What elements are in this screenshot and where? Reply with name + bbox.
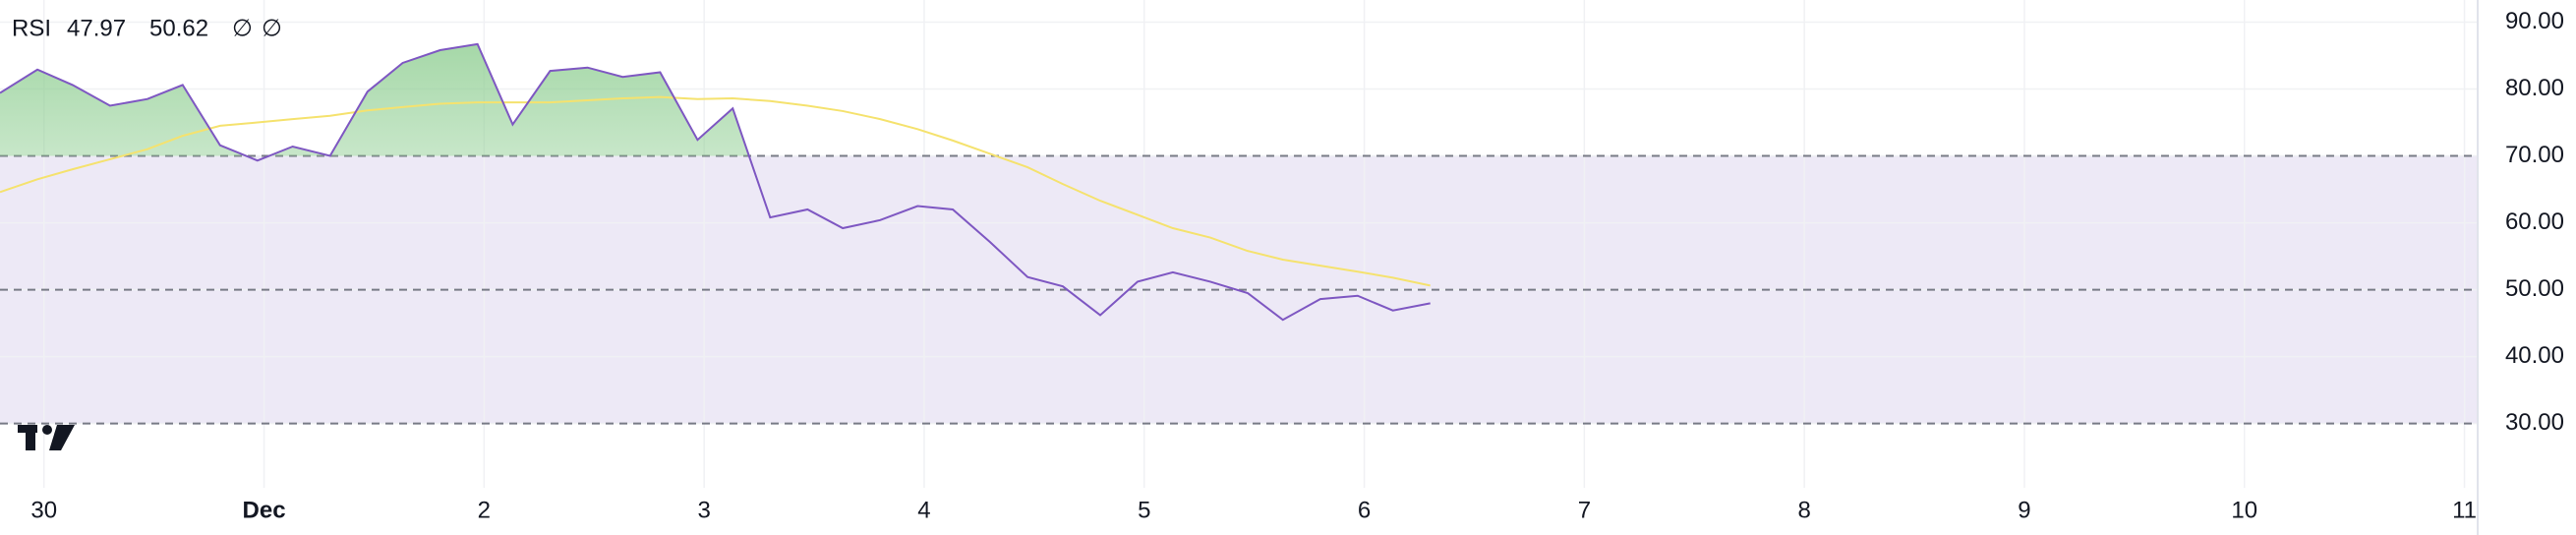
tradingview-logo: [18, 425, 75, 450]
legend-value: 50.62: [149, 15, 208, 41]
y-tick-label: 40.00: [2505, 342, 2564, 369]
legend-symbol: ∅: [232, 15, 253, 41]
x-tick-label: 3: [697, 497, 710, 523]
y-tick-label: 50.00: [2505, 275, 2564, 302]
x-tick-label: 6: [1358, 497, 1371, 523]
y-tick-label: 70.00: [2505, 142, 2564, 168]
indicator-name: RSI: [12, 15, 51, 41]
x-tick-label: 9: [2018, 497, 2030, 523]
y-tick-label: 80.00: [2505, 75, 2564, 101]
rsi-line: [0, 42, 1431, 322]
x-tick-label: Dec: [243, 497, 286, 523]
x-tick-label: 10: [2231, 497, 2257, 523]
x-tick-label: 8: [1797, 497, 1810, 523]
legend-value: 47.97: [67, 15, 126, 41]
x-tick-label: 30: [30, 497, 57, 523]
y-tick-label: 60.00: [2505, 208, 2564, 235]
x-tick-label: 4: [917, 497, 930, 523]
x-tick-label: 7: [1578, 497, 1591, 523]
rsi-ma-line: [0, 95, 1431, 287]
x-tick-label: 11: [2452, 497, 2477, 523]
x-tick-label: 5: [1138, 497, 1150, 523]
legend-symbol: ∅: [262, 15, 282, 41]
y-tick-label: 90.00: [2505, 8, 2564, 34]
overbought-area: [0, 43, 1431, 156]
y-tick-label: 30.00: [2505, 409, 2564, 436]
x-tick-label: 2: [478, 497, 491, 523]
